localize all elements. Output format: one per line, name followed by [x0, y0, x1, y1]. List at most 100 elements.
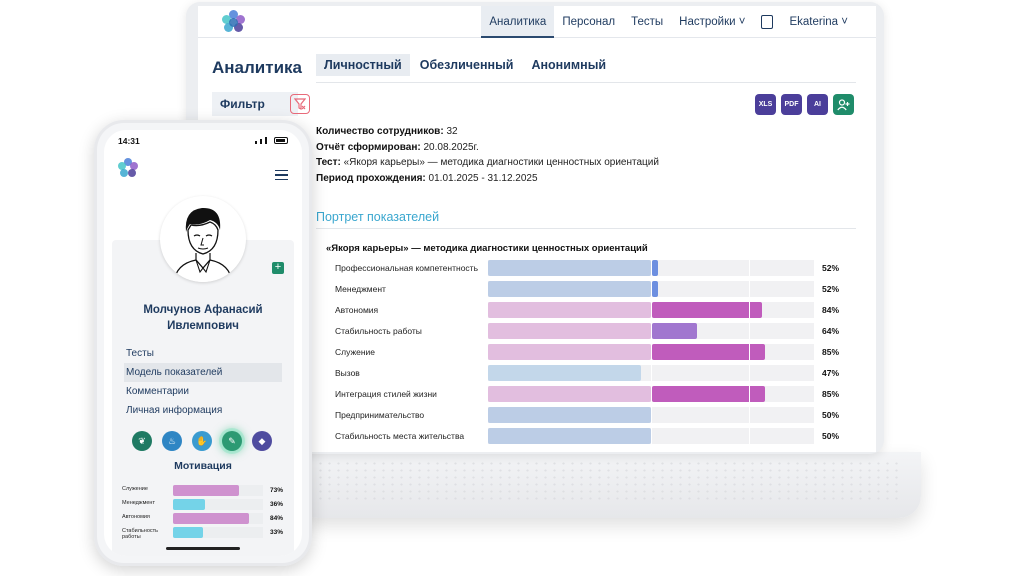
chart-bar-base [488, 407, 651, 423]
person-name-line1: Молчунов Афанасий [143, 304, 263, 316]
chart-category-label: Стабильность работы [335, 326, 422, 336]
chart-value-label: 84% [822, 305, 840, 315]
chart-gridline [651, 323, 652, 339]
chart-gridline [748, 260, 750, 276]
motivation-label: Автономия [122, 514, 150, 520]
chart-category-label: Служение [335, 347, 376, 357]
chart-category-label: Автономия [335, 305, 379, 315]
motivation-bar [173, 527, 203, 538]
export-pdf-button[interactable]: PDF [781, 94, 802, 115]
nav-personnel[interactable]: Персонал [562, 16, 616, 28]
status-time: 14:31 [118, 136, 140, 146]
nav-analytics[interactable]: Аналитика [481, 6, 555, 38]
person-name: Молчунов Афанасий Ивлемпович [112, 302, 294, 334]
chart-gridline [748, 386, 750, 402]
employees-label: Количество сотрудников: [316, 126, 444, 137]
mobile-logo-icon[interactable] [118, 158, 138, 178]
add-user-button[interactable] [833, 94, 854, 115]
motivation-value: 84% [270, 515, 284, 522]
chart-row: Стабильность работы 64% [326, 321, 846, 341]
chart-bar-excess [652, 302, 762, 318]
motivation-title: Мотивация [174, 460, 232, 472]
chart-category-label: Профессиональная компетентность [335, 263, 478, 273]
chart-gridline [748, 428, 750, 444]
profile-menu: Тесты Модель показателей Комментарии Лич… [124, 344, 282, 420]
chart-bar-base [488, 386, 651, 402]
chart-row: Автономия 84% [326, 300, 846, 320]
mobile-app: 14:31 + М [104, 130, 302, 556]
chart-gridline [651, 407, 652, 423]
page-title: Аналитика [212, 58, 302, 77]
menu-item-tests[interactable]: Тесты [126, 348, 154, 359]
motivation-label: Менеджмент [122, 500, 155, 506]
user-menu[interactable]: Ekaterina ˅ [789, 16, 848, 28]
category-circles: ❦ ♨ ✋ ✎ ◆ [132, 431, 272, 451]
chart-category-label: Менеджмент [335, 284, 386, 294]
chart-bar-track [488, 260, 814, 276]
nav-settings[interactable]: Настройки ˅ [679, 16, 746, 28]
user-name: Ekaterina [789, 16, 839, 28]
chart-bar-base [488, 260, 651, 276]
report-info: Количество сотрудников: 32 Отчёт сформир… [316, 124, 659, 186]
tab-personal[interactable]: Личностный [316, 54, 410, 76]
chart-value-label: 52% [822, 263, 840, 273]
period-value: 01.01.2025 - 31.12.2025 [428, 172, 538, 184]
chart-gridline [651, 365, 652, 381]
menu-item-indicator-model[interactable]: Модель показателей [124, 363, 282, 382]
chart-value-label: 85% [822, 347, 840, 357]
person-name-line2: Ивлемпович [167, 320, 239, 332]
motivation-track [173, 485, 263, 496]
motivation-row: Автономия 84% [122, 512, 292, 526]
chart-gridline [651, 260, 652, 276]
nav-settings-label: Настройки [679, 16, 736, 28]
hand-icon[interactable]: ✋ [192, 431, 212, 451]
chart-value-label: 50% [822, 410, 840, 420]
export-xls-button[interactable]: XLS [755, 94, 776, 115]
leaf-icon[interactable]: ❦ [132, 431, 152, 451]
chart-row: Профессиональная компетентность 52% [326, 258, 846, 278]
nav-tests[interactable]: Тесты [631, 16, 664, 28]
feather-icon[interactable]: ✎ [222, 431, 242, 451]
chart-bar-base [488, 365, 642, 381]
phone-frame: 14:31 + М [94, 120, 312, 566]
bookmark-icon[interactable] [761, 15, 774, 29]
chart-bar-excess [652, 260, 658, 276]
menu-item-personal-info[interactable]: Личная информация [126, 405, 223, 416]
chart-bar-excess [652, 323, 697, 339]
chart-value-label: 50% [822, 431, 840, 441]
chart-gridline [748, 281, 750, 297]
chart-bar-track [488, 386, 814, 402]
hamburger-menu-icon[interactable] [275, 170, 288, 180]
ai-report-button[interactable]: AI [807, 94, 828, 115]
motivation-row: Служение 73% [122, 484, 292, 498]
menu-item-comments[interactable]: Комментарии [126, 386, 189, 397]
chart-gridline [748, 302, 750, 318]
chart-bar-track [488, 365, 814, 381]
chart-row: Стабильность места жительства 50% [326, 426, 846, 446]
chart-bar-excess [652, 344, 766, 360]
chart-row: Предпринимательство 50% [326, 405, 846, 425]
chart-gridline [748, 323, 750, 339]
filter-clear-button[interactable] [290, 94, 310, 114]
motivation-row: Менеджмент 36% [122, 498, 292, 512]
add-user-icon [837, 98, 850, 110]
report-label: Отчёт сформирован: [316, 141, 421, 153]
tab-depersonalized[interactable]: Обезличенный [419, 58, 514, 72]
shield-icon[interactable]: ◆ [252, 431, 272, 451]
chart-bar-base [488, 344, 651, 360]
filter-x-icon [294, 98, 306, 110]
filter-panel[interactable]: Фильтр [212, 92, 298, 116]
tab-anonymous[interactable]: Анонимный [531, 58, 607, 72]
flame-icon[interactable]: ♨ [162, 431, 182, 451]
section-title: Портрет показателей [316, 210, 440, 224]
chart-category-label: Стабильность места жительства [335, 431, 465, 441]
add-indicator-button[interactable]: + [272, 262, 284, 274]
motivation-bar [173, 513, 249, 524]
chart-value-label: 85% [822, 389, 840, 399]
tabs-divider [316, 82, 856, 83]
chart-bar-track [488, 281, 814, 297]
chart-gridline [748, 407, 750, 423]
chart-gridline [748, 365, 750, 381]
chart-bar-excess [652, 386, 766, 402]
logo-icon[interactable] [222, 10, 246, 34]
